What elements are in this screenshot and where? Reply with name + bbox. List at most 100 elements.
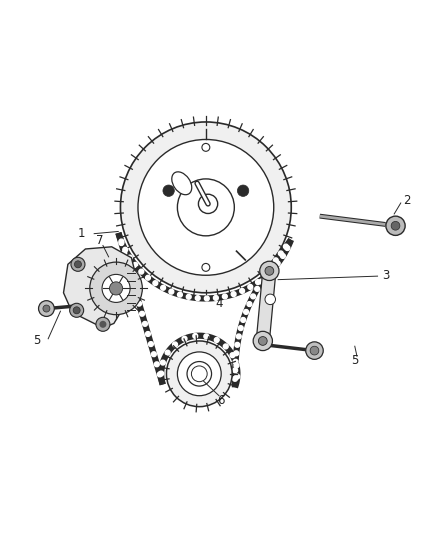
Circle shape (157, 372, 162, 377)
Circle shape (177, 352, 221, 395)
Circle shape (264, 272, 268, 277)
Circle shape (120, 122, 291, 293)
Circle shape (238, 326, 243, 330)
Text: 3: 3 (382, 269, 389, 282)
Circle shape (165, 350, 170, 355)
Circle shape (279, 251, 283, 256)
Circle shape (177, 292, 182, 297)
Text: 5: 5 (351, 354, 358, 367)
Text: 5: 5 (34, 335, 41, 348)
Circle shape (234, 351, 239, 356)
Circle shape (386, 216, 405, 236)
Circle shape (163, 185, 174, 197)
Circle shape (131, 281, 136, 286)
Circle shape (235, 374, 240, 379)
Circle shape (122, 251, 127, 255)
Circle shape (268, 265, 273, 270)
Text: 1: 1 (77, 227, 85, 240)
Circle shape (145, 332, 150, 336)
Circle shape (241, 318, 246, 322)
Circle shape (173, 342, 177, 347)
Circle shape (247, 302, 252, 306)
Circle shape (74, 261, 81, 268)
Circle shape (265, 294, 276, 304)
Circle shape (248, 285, 253, 289)
Circle shape (230, 353, 235, 358)
Circle shape (265, 266, 274, 275)
Circle shape (244, 310, 248, 314)
Circle shape (123, 247, 127, 252)
Text: 2: 2 (403, 195, 411, 207)
Circle shape (240, 288, 244, 293)
Circle shape (71, 257, 85, 271)
Circle shape (148, 342, 153, 346)
Circle shape (233, 376, 237, 381)
Circle shape (73, 307, 80, 314)
Circle shape (182, 336, 187, 341)
Circle shape (134, 291, 138, 296)
Circle shape (202, 143, 210, 151)
Circle shape (99, 321, 106, 328)
Circle shape (255, 280, 260, 285)
Circle shape (152, 352, 156, 357)
Circle shape (234, 363, 239, 368)
Circle shape (186, 294, 191, 299)
Circle shape (223, 294, 227, 299)
Circle shape (306, 342, 323, 359)
Circle shape (119, 240, 124, 245)
Circle shape (285, 246, 290, 251)
Circle shape (133, 262, 138, 267)
Circle shape (251, 294, 255, 299)
Circle shape (140, 311, 145, 316)
Text: 7: 7 (96, 233, 104, 247)
Circle shape (191, 366, 207, 382)
Circle shape (259, 279, 264, 284)
Circle shape (43, 305, 50, 312)
Circle shape (204, 334, 209, 339)
Circle shape (166, 341, 232, 407)
Circle shape (169, 289, 174, 294)
Circle shape (283, 244, 288, 249)
Circle shape (233, 368, 237, 373)
Circle shape (198, 194, 218, 214)
Circle shape (231, 292, 236, 296)
Circle shape (237, 185, 249, 197)
Circle shape (139, 269, 144, 274)
Circle shape (153, 281, 158, 286)
Circle shape (193, 334, 198, 338)
Circle shape (102, 274, 130, 302)
Circle shape (110, 282, 123, 295)
Circle shape (273, 258, 278, 263)
Circle shape (253, 332, 272, 351)
Circle shape (96, 317, 110, 332)
Text: 6: 6 (217, 393, 225, 407)
Circle shape (161, 285, 166, 290)
Circle shape (128, 271, 133, 276)
Circle shape (143, 321, 148, 326)
Circle shape (119, 239, 124, 244)
Circle shape (214, 337, 219, 342)
Polygon shape (256, 270, 276, 342)
Circle shape (255, 286, 260, 292)
Ellipse shape (172, 172, 192, 195)
Text: 4: 4 (215, 297, 223, 310)
Circle shape (391, 221, 400, 230)
Circle shape (137, 301, 141, 306)
Circle shape (310, 346, 319, 355)
Circle shape (275, 261, 280, 266)
Circle shape (235, 342, 240, 347)
Circle shape (187, 361, 212, 386)
Circle shape (263, 274, 268, 279)
Circle shape (70, 303, 84, 317)
Circle shape (138, 140, 274, 275)
Circle shape (202, 263, 210, 271)
Circle shape (39, 301, 54, 317)
Circle shape (223, 344, 228, 349)
Circle shape (233, 359, 238, 364)
Circle shape (280, 254, 285, 259)
Circle shape (260, 261, 279, 280)
Circle shape (258, 336, 267, 345)
Circle shape (125, 261, 130, 265)
Circle shape (90, 262, 142, 314)
Circle shape (237, 334, 241, 339)
